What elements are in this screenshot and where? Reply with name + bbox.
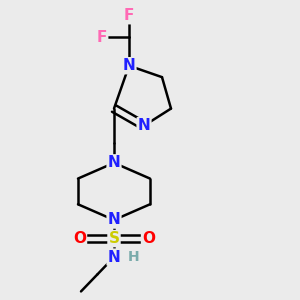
Text: N: N [108,250,120,265]
Text: H: H [128,250,139,264]
Text: O: O [73,231,86,246]
Text: S: S [109,231,119,246]
Text: N: N [108,155,120,170]
Text: N: N [108,212,120,227]
Text: O: O [142,231,155,246]
Text: N: N [138,118,150,133]
Text: F: F [124,8,134,23]
Text: N: N [123,58,135,73]
Text: F: F [97,30,107,45]
